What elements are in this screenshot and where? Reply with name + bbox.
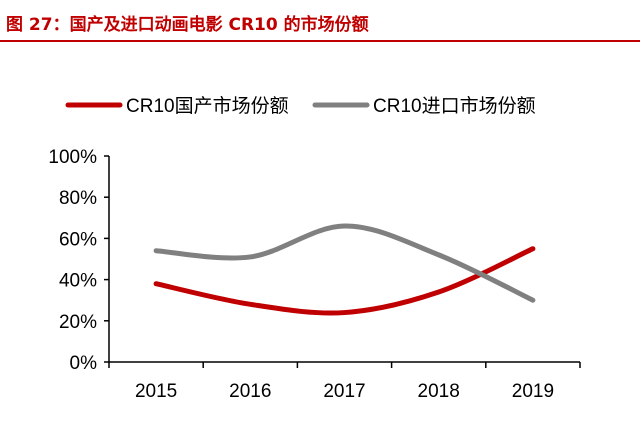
x-tick-label: 2018 xyxy=(418,381,460,402)
y-tick-label: 80% xyxy=(59,188,97,209)
y-tick-label: 0% xyxy=(70,353,98,374)
x-tick-label: 2015 xyxy=(135,381,177,402)
series-line-1 xyxy=(153,223,536,303)
y-tick-label: 40% xyxy=(59,271,97,292)
y-tick-label: 100% xyxy=(48,147,97,168)
figure-title: 图 27：国产及进口动画电影 CR10 的市场份额 xyxy=(6,15,369,35)
x-tick-label: 2016 xyxy=(229,381,271,402)
y-tick-label: 20% xyxy=(59,312,97,333)
legend-label: CR10国产市场份额 xyxy=(126,95,289,117)
y-tick-label: 60% xyxy=(59,229,97,250)
x-tick-label: 2017 xyxy=(323,381,365,402)
x-tick-label: 2019 xyxy=(512,381,554,402)
legend-label: CR10进口市场份额 xyxy=(373,95,536,117)
title-underline xyxy=(0,40,640,42)
